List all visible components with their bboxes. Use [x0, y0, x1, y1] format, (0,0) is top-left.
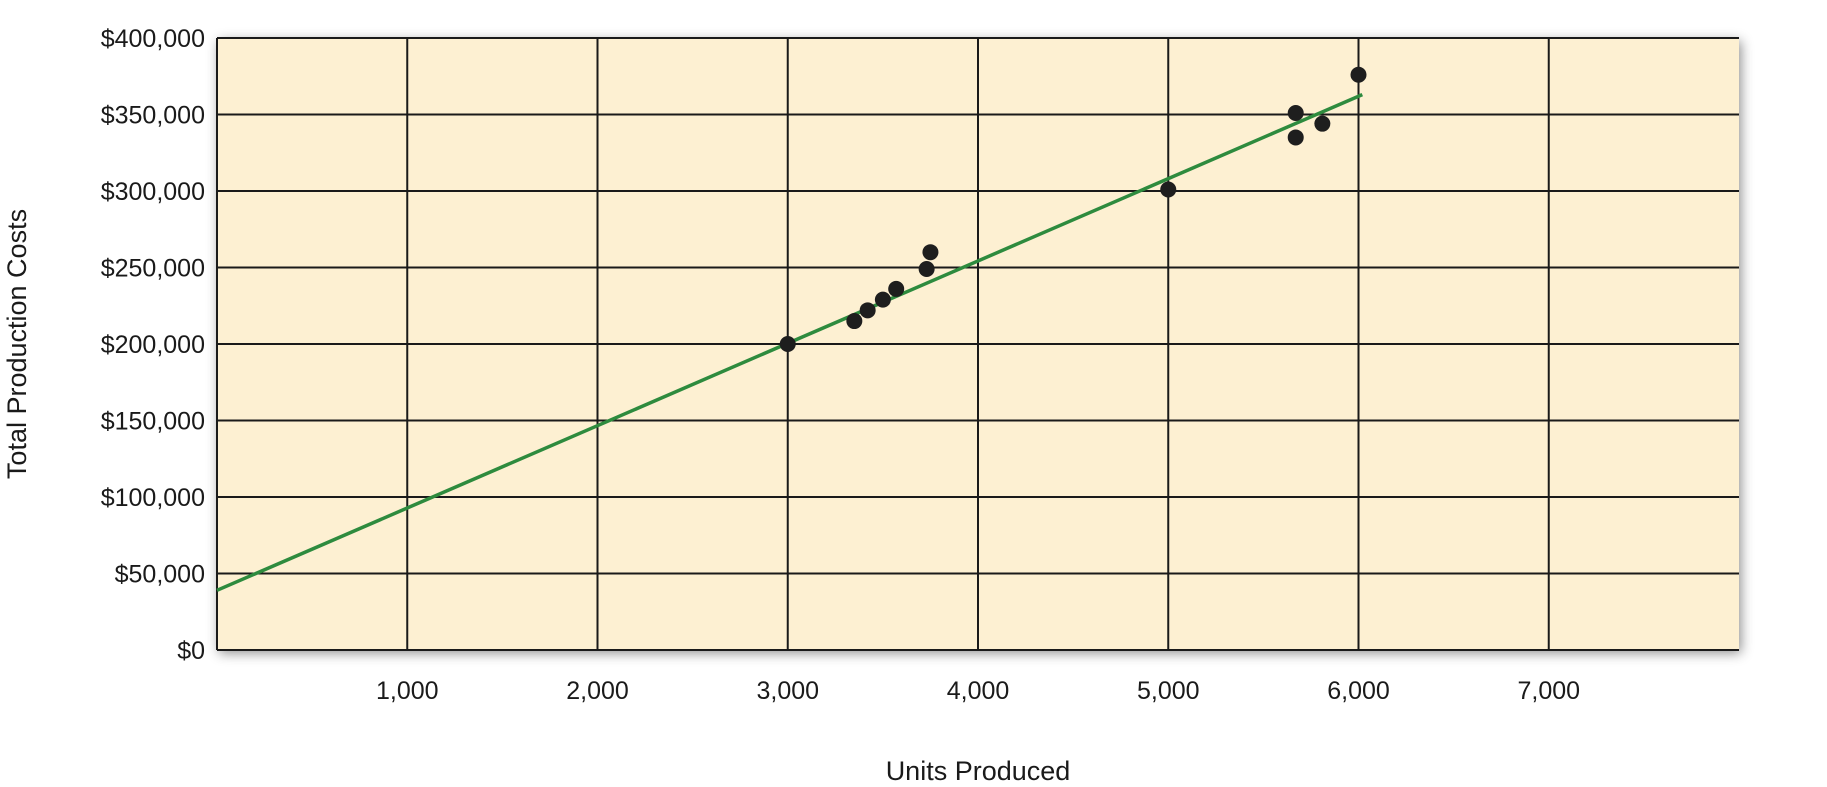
- y-tick-label: $50,000: [115, 561, 205, 589]
- data-point: [1160, 181, 1177, 198]
- y-tick-label: $350,000: [101, 102, 205, 130]
- data-point: [918, 261, 935, 278]
- tick-labels: $0 $50,000 $100,000 $150,000 $200,000 $250,00…: [101, 25, 1580, 705]
- x-tick-label: 4,000: [947, 677, 1010, 705]
- data-point: [1314, 115, 1331, 132]
- y-tick-label: $400,000: [101, 25, 205, 53]
- x-axis-title: Units Produced: [886, 756, 1071, 786]
- y-tick-label: $200,000: [101, 331, 205, 359]
- data-point: [874, 291, 891, 308]
- x-tick-label: 3,000: [756, 677, 819, 705]
- x-tick-label: 7,000: [1517, 677, 1580, 705]
- data-point: [1287, 129, 1304, 146]
- data-points: [779, 66, 1367, 352]
- y-axis-title: Total Production Costs: [2, 209, 32, 479]
- data-point: [779, 336, 796, 352]
- y-tick-label: $300,000: [101, 178, 205, 206]
- y-tick-label: $100,000: [101, 484, 205, 512]
- data-point: [859, 302, 876, 319]
- data-point: [1287, 104, 1304, 121]
- data-point: [1350, 66, 1367, 83]
- y-tick-label: $0: [177, 637, 205, 665]
- data-point: [922, 244, 939, 261]
- y-tick-label: $150,000: [101, 408, 205, 436]
- x-tick-label: 5,000: [1137, 677, 1200, 705]
- data-point: [888, 280, 905, 297]
- data-point: [846, 313, 863, 330]
- x-tick-label: 2,000: [566, 677, 629, 705]
- x-tick-label: 1,000: [376, 677, 439, 705]
- axes: [216, 38, 1739, 651]
- y-tick-label: $250,000: [101, 255, 205, 283]
- x-tick-label: 6,000: [1327, 677, 1390, 705]
